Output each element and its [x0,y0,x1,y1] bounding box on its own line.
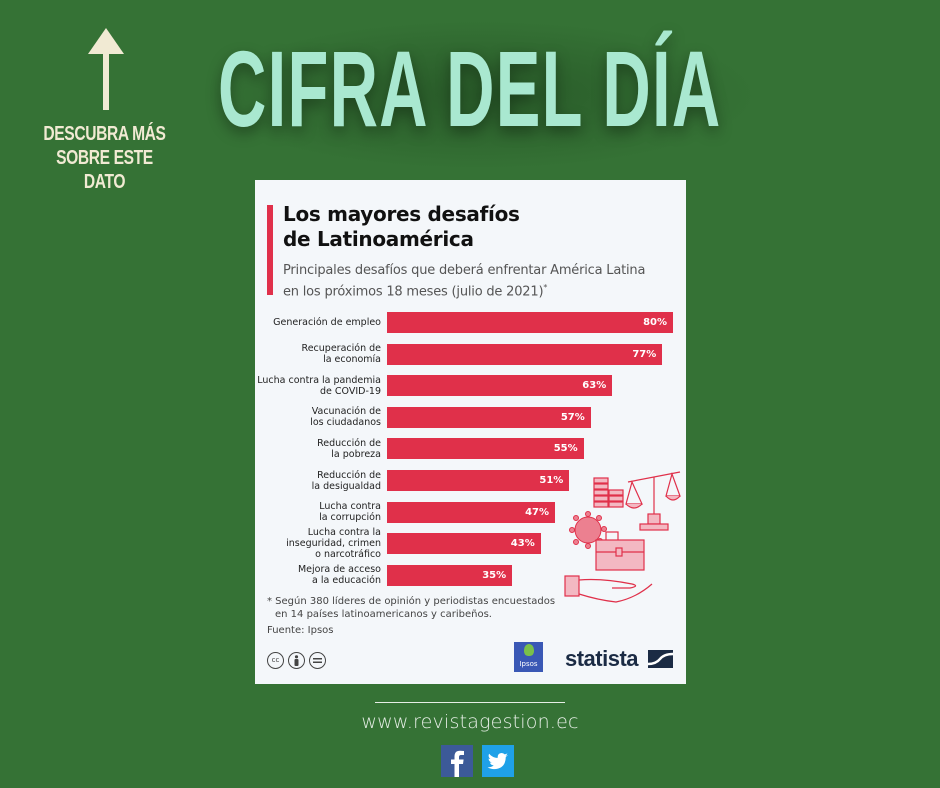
chart-subtitle-line-2: en los próximos 18 meses (julio de 2021) [283,284,544,300]
social-links [441,745,514,777]
attribution-icon[interactable] [288,652,305,669]
helping-hand-icon [564,575,653,603]
bar: 47% [387,501,556,523]
bar-value-label: 35% [482,569,507,581]
bar-value-label: 47% [525,506,550,518]
bar-category-label: Reducción de la pobreza [241,438,381,460]
infographic-card: Los mayores desafíos de Latinoamérica Pr… [255,180,686,684]
bar-category-label-line: Reducción de [317,437,381,449]
bar: 55% [387,438,584,460]
bar-category-label-line: a la educación [312,575,381,587]
bar-category-label-line: la pobreza [331,448,381,460]
bar-category-label-line: Lucha contra [319,501,381,513]
bar-value-label: 57% [560,411,585,423]
bar: 63% [387,375,613,397]
chart-title-line-2: de Latinoamérica [283,227,474,251]
coins-stack-icon [593,477,624,508]
bar-category-label-line: de COVID-19 [320,385,381,397]
briefcase-icon [595,531,645,571]
bar: 43% [387,533,541,555]
bar: 77% [387,343,663,365]
ipsos-logo: Ipsos [514,642,543,672]
title-accent-bar [267,205,273,295]
bar-value-label: 80% [643,317,667,328]
footnote-line-1: * Según 380 líderes de opinión y periodi… [267,596,556,607]
chart-subtitle-line-1: Principales desafíos que deberá enfrenta… [283,263,646,278]
bar: 35% [387,564,513,586]
footnote-line-2: en 14 países latinoamericanos y caribeño… [275,609,492,620]
twitter-icon[interactable] [482,745,514,777]
bar-category-label: Mejora de acceso a la educación [241,564,381,586]
source-label: Fuente: Ipsos [267,625,334,636]
bar-category-label-line: la desigualdad [311,480,381,492]
bar-category-label-line: la corrupción [319,512,381,524]
learn-more-caption[interactable]: DESCUBRA MÁS SOBRE ESTE DATO [40,122,169,194]
website-link[interactable]: www.revistagestion.ec [361,711,579,733]
virus-icon [569,511,607,549]
bar-category-label-line: Lucha contra la pandemia [257,374,381,386]
bar-category-label: Reducción de la desigualdad [241,470,381,492]
footnote-mark: * [543,283,548,292]
bar-category-label-line: los ciudadanos [310,417,381,429]
bar: 57% [387,406,591,428]
license-icons[interactable]: cc [267,652,326,669]
bar-category-label-line: Lucha contra la [307,527,381,539]
bar-value-label: 43% [510,538,535,550]
bar-category-label: Vacunación de los ciudadanos [241,406,381,428]
bar-value-label: 77% [632,348,657,360]
economy-illustration [564,471,681,603]
footnote: * Según 380 líderes de opinión y periodi… [267,595,587,621]
arrow-up-icon [88,28,124,110]
chart-title-line-1: Los mayores desafíos [283,202,520,226]
cta-line-2: SOBRE ESTE DATO [56,147,153,193]
bar: 51% [387,470,570,491]
cc-icon[interactable]: cc [267,652,284,669]
bar-value-label: 51% [539,475,564,486]
bar-category-label-line: Recuperación de [301,343,381,355]
bar-category-label-line: inseguridad, crimen [286,538,381,550]
bar: 80% [387,312,673,333]
no-derivatives-icon[interactable] [309,652,326,669]
ipsos-logo-mark [524,644,534,656]
bar-category-label: Lucha contra la pandemia de COVID-19 [241,375,381,397]
ipsos-logo-text: Ipsos [519,660,538,668]
bar-value-label: 63% [582,380,607,392]
scales-icon [625,471,681,531]
facebook-icon[interactable] [441,745,473,777]
statista-logo-text: statista [565,646,639,671]
bar-category-label-line: la economía [323,354,381,366]
headline-glow [200,20,760,170]
bar-category-label-line: Generación de empleo [273,317,381,328]
cta-line-1: DESCUBRA MÁS [43,123,166,145]
bar-category-label: Lucha contra la corrupción [241,501,381,523]
bar-category-label-line: o narcotráfico [315,549,381,561]
bar-chart: Generación de empleo 80% Recuperación de la… [255,180,686,684]
chart-subtitle: Principales desafíos que deberá enfrenta… [283,262,683,300]
footer-divider [375,702,565,703]
statista-logo-icon [648,650,673,668]
bar-category-label: Recuperación de la economía [241,343,381,365]
bar-category-label-line: Mejora de acceso [297,564,381,576]
chart-title: Los mayores desafíos de Latinoamérica [283,202,673,252]
bar-category-label: Generación de empleo [241,317,381,328]
bar-category-label: Lucha contra la inseguridad, crimen o narc… [241,527,381,560]
bar-category-label-line: Reducción de [317,469,381,481]
bar-value-label: 55% [553,443,578,455]
bar-category-label-line: Vacunación de [311,406,381,418]
page-headline: CIFRA DEL DÍA [218,28,722,149]
